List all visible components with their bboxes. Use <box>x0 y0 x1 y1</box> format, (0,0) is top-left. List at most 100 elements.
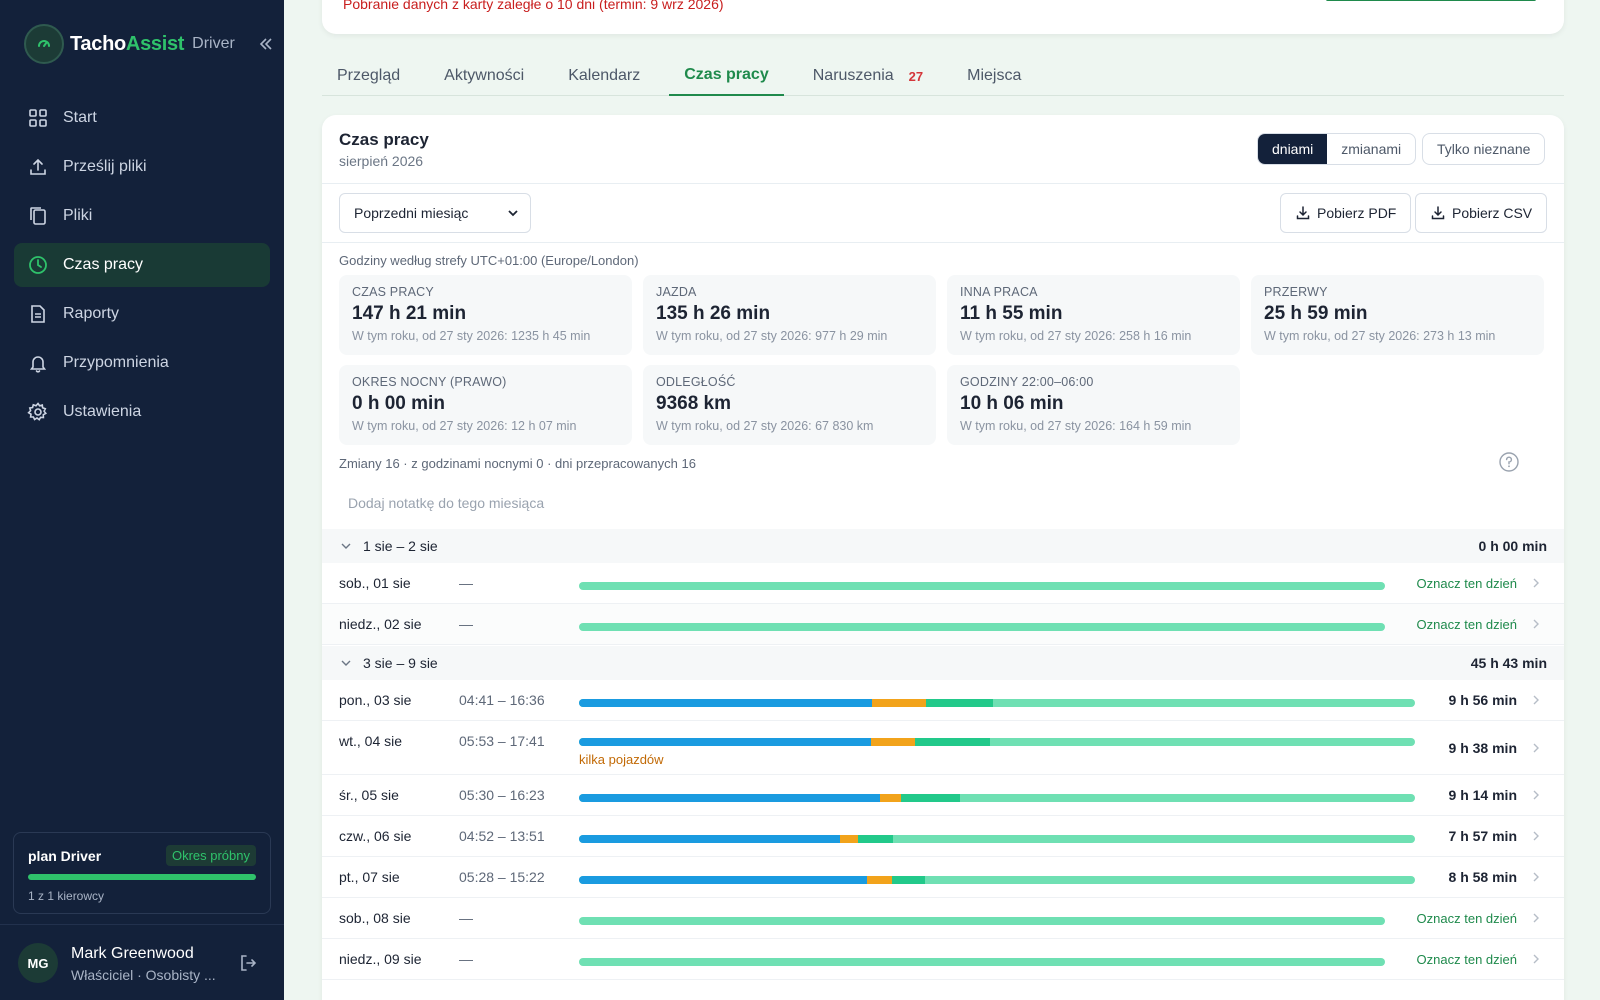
chevron-right-icon <box>1533 872 1539 882</box>
activity-segment <box>579 835 840 843</box>
view-by-days-button[interactable]: dniami <box>1258 134 1328 164</box>
day-total: 7 h 57 min <box>1448 828 1517 844</box>
activity-segment <box>880 794 901 802</box>
chevron-right-icon <box>1533 578 1539 588</box>
day-time-range: 05:30 – 16:23 <box>459 787 545 803</box>
day-label: wt., 04 sie <box>339 733 403 749</box>
gear-icon <box>27 401 49 423</box>
sidebar-nav: Start Prześlij pliki Pliki Czas pracy Ra… <box>14 96 270 439</box>
brand[interactable]: TachoAssist Driver <box>24 24 235 64</box>
plan-badge: Okres próbny <box>165 845 256 866</box>
chevron-down-icon <box>341 543 351 549</box>
activity-bar <box>579 958 1385 966</box>
logo-icon <box>24 24 64 64</box>
day-row[interactable]: niedz., 09 sie — Oznacz ten dzień <box>322 939 1564 980</box>
working-time-card: Czas pracy sierpień 2026 dniami zmianami… <box>322 115 1564 1000</box>
chevron-right-icon <box>1533 790 1539 800</box>
sidebar-item-label: Ustawienia <box>63 403 142 420</box>
chevron-right-icon <box>1533 831 1539 841</box>
period-select[interactable]: Poprzedni miesiąc <box>339 193 531 233</box>
stat-other-work: Inna praca 11 h 55 min W tym roku, od 27 s… <box>947 275 1240 355</box>
week-total: 0 h 00 min <box>1478 538 1547 554</box>
activity-segment <box>872 699 926 707</box>
activity-segment <box>579 876 867 884</box>
plan-card[interactable]: plan Driver Okres próbny 1 z 1 kierowcy <box>13 832 271 914</box>
day-total: 9 h 38 min <box>1448 740 1517 756</box>
avatar[interactable]: MG <box>18 943 58 983</box>
sidebar-item-files[interactable]: Pliki <box>14 194 270 238</box>
day-row[interactable]: wt., 04 sie 05:53 – 17:41 kilka pojazdów 9 … <box>322 721 1564 775</box>
help-icon[interactable] <box>1498 451 1520 473</box>
upload-icon <box>27 156 49 178</box>
user-box: MG Mark Greenwood Właściciel · Osobisty … <box>0 924 284 1000</box>
day-time-range: 05:28 – 15:22 <box>459 869 545 885</box>
day-total: 9 h 14 min <box>1448 787 1517 803</box>
day-total: 8 h 58 min <box>1448 869 1517 885</box>
day-time-range: — <box>459 910 473 926</box>
activity-bar <box>579 835 1415 843</box>
logout-icon[interactable] <box>238 953 258 973</box>
divider <box>322 183 1564 184</box>
view-toggle: dniami zmianami <box>1257 133 1417 165</box>
mark-day-link[interactable]: Oznacz ten dzień <box>1416 617 1517 632</box>
day-row[interactable]: czw., 06 sie 04:52 – 13:51 7 h 57 min <box>322 816 1564 857</box>
sidebar-item-working-time[interactable]: Czas pracy <box>14 243 270 287</box>
download-pdf-button[interactable]: Pobierz PDF <box>1280 193 1412 233</box>
sidebar-item-reminders[interactable]: Przypomnienia <box>14 341 270 385</box>
view-by-shifts-button[interactable]: zmianami <box>1341 141 1402 157</box>
day-time-range: 04:41 – 16:36 <box>459 692 545 708</box>
day-total: 9 h 56 min <box>1448 692 1517 708</box>
chevron-right-icon <box>1533 954 1539 964</box>
download-icon <box>1431 206 1445 220</box>
only-unknown-button[interactable]: Tylko nieznane <box>1422 133 1546 165</box>
alert-action-button[interactable] <box>1326 0 1536 1</box>
sidebar-item-settings[interactable]: Ustawienia <box>14 390 270 434</box>
tab-overview[interactable]: Przegląd <box>337 67 401 84</box>
mark-day-link[interactable]: Oznacz ten dzień <box>1416 576 1517 591</box>
day-label: niedz., 02 sie <box>339 616 422 632</box>
day-label: niedz., 09 sie <box>339 951 422 967</box>
tab-activities[interactable]: Aktywności <box>444 67 525 84</box>
alert-card <box>322 0 1564 34</box>
user-role: Właściciel · Osobisty ... <box>71 967 216 983</box>
period-select-value: Poprzedni miesiąc <box>354 205 469 221</box>
multiple-vehicles-note: kilka pojazdów <box>579 752 664 767</box>
mark-day-link[interactable]: Oznacz ten dzień <box>1416 952 1517 967</box>
week-header[interactable]: 1 sie – 2 sie 0 h 00 min <box>322 529 1564 563</box>
mark-day-link[interactable]: Oznacz ten dzień <box>1416 911 1517 926</box>
activity-bar <box>579 794 1415 802</box>
sidebar-item-upload[interactable]: Prześlij pliki <box>14 145 270 189</box>
page-title: Czas pracy <box>339 130 429 149</box>
day-row[interactable]: pt., 07 sie 05:28 – 15:22 8 h 58 min <box>322 857 1564 898</box>
day-label: pon., 03 sie <box>339 692 412 708</box>
brand-name: TachoAssist <box>70 32 185 55</box>
tab-working-time[interactable]: Czas pracy <box>669 56 784 96</box>
download-csv-button[interactable]: Pobierz CSV <box>1415 193 1548 233</box>
activity-bar <box>579 699 1415 707</box>
tab-calendar[interactable]: Kalendarz <box>568 67 641 84</box>
day-row[interactable]: sob., 08 sie — Oznacz ten dzień <box>322 898 1564 939</box>
day-time-range: — <box>459 951 473 967</box>
day-row[interactable]: pon., 03 sie 04:41 – 16:36 9 h 56 min <box>322 680 1564 721</box>
activity-bar <box>579 623 1385 631</box>
tab-violations[interactable]: Naruszenia 27 <box>812 67 924 84</box>
clock-icon <box>27 254 49 276</box>
activity-segment <box>858 835 893 843</box>
sidebar-item-label: Start <box>63 109 97 126</box>
sidebar-item-label: Prześlij pliki <box>63 158 147 175</box>
stat-night-hours: Godziny 22:00–06:00 10 h 06 min W tym roku… <box>947 365 1240 445</box>
day-row[interactable]: śr., 05 sie 05:30 – 16:23 9 h 14 min <box>322 775 1564 816</box>
day-time-range: — <box>459 575 473 591</box>
activity-bar <box>579 738 1415 746</box>
month-note-input[interactable]: Dodaj notatkę do tego miesiąca <box>348 495 545 511</box>
sidebar-item-start[interactable]: Start <box>14 96 270 140</box>
day-row[interactable]: sob., 01 sie — Oznacz ten dzień <box>322 563 1564 604</box>
day-label: sob., 01 sie <box>339 575 411 591</box>
sidebar-item-reports[interactable]: Raporty <box>14 292 270 336</box>
tab-places[interactable]: Miejsca <box>967 67 1022 84</box>
sidebar: TachoAssist Driver Start Prześlij pliki … <box>0 0 284 1000</box>
week-header[interactable]: 3 sie – 9 sie 45 h 43 min <box>322 646 1564 680</box>
collapse-sidebar-icon[interactable] <box>256 34 276 54</box>
day-time-range: — <box>459 616 473 632</box>
day-row[interactable]: niedz., 02 sie — Oznacz ten dzień <box>322 604 1564 645</box>
